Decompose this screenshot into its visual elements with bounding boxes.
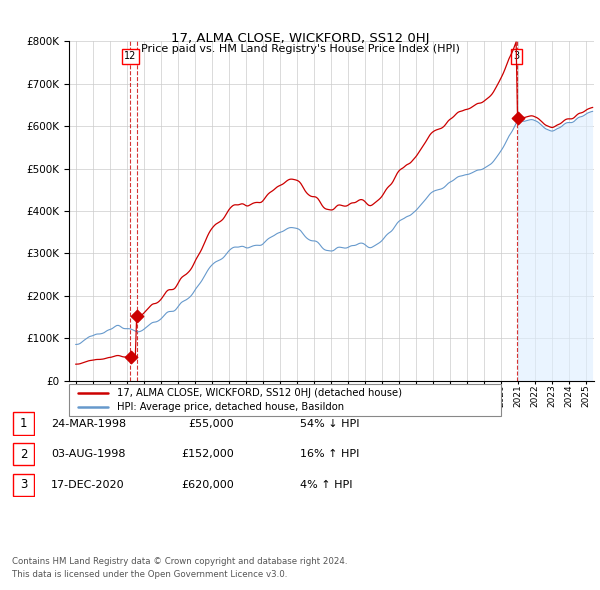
Text: 17-DEC-2020: 17-DEC-2020 — [51, 480, 125, 490]
Text: 1: 1 — [20, 417, 27, 430]
FancyBboxPatch shape — [13, 443, 34, 466]
Text: 3: 3 — [514, 51, 520, 61]
FancyBboxPatch shape — [69, 384, 501, 416]
Point — [132, 312, 142, 321]
Text: 17, ALMA CLOSE, WICKFORD, SS12 0HJ: 17, ALMA CLOSE, WICKFORD, SS12 0HJ — [171, 32, 429, 45]
Text: £55,000: £55,000 — [188, 419, 234, 428]
Text: 54% ↓ HPI: 54% ↓ HPI — [300, 419, 359, 428]
Text: £152,000: £152,000 — [181, 450, 234, 459]
Text: Contains HM Land Registry data © Crown copyright and database right 2024.: Contains HM Land Registry data © Crown c… — [12, 558, 347, 566]
Text: HPI: Average price, detached house, Basildon: HPI: Average price, detached house, Basi… — [116, 402, 344, 412]
Text: 2: 2 — [20, 448, 27, 461]
FancyBboxPatch shape — [13, 412, 34, 435]
Text: £620,000: £620,000 — [181, 480, 234, 490]
Text: 24-MAR-1998: 24-MAR-1998 — [51, 419, 126, 428]
Text: Price paid vs. HM Land Registry's House Price Index (HPI): Price paid vs. HM Land Registry's House … — [140, 44, 460, 54]
Text: 03-AUG-1998: 03-AUG-1998 — [51, 450, 125, 459]
Text: 16% ↑ HPI: 16% ↑ HPI — [300, 450, 359, 459]
Point — [513, 113, 523, 122]
Point — [126, 352, 136, 362]
Text: 3: 3 — [20, 478, 27, 491]
Text: 17, ALMA CLOSE, WICKFORD, SS12 0HJ (detached house): 17, ALMA CLOSE, WICKFORD, SS12 0HJ (deta… — [116, 388, 401, 398]
FancyBboxPatch shape — [13, 474, 34, 496]
Text: This data is licensed under the Open Government Licence v3.0.: This data is licensed under the Open Gov… — [12, 571, 287, 579]
Text: 12: 12 — [124, 51, 136, 61]
Text: 4% ↑ HPI: 4% ↑ HPI — [300, 480, 353, 490]
